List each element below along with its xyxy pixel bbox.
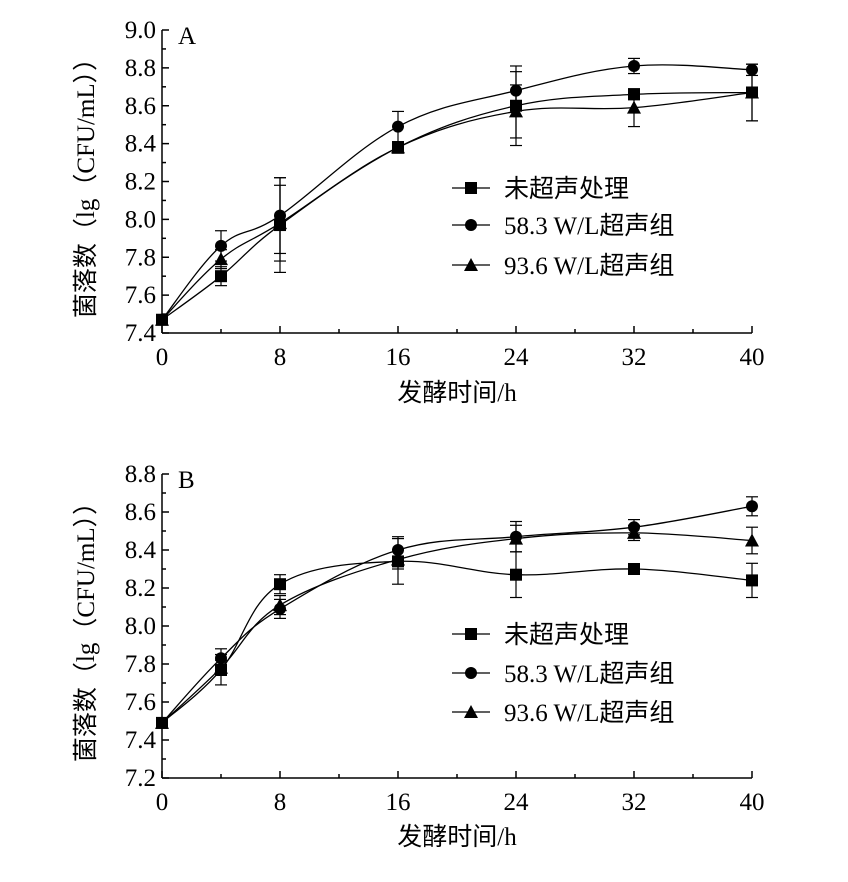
- y-axis-title: 菌落数（lg（CFU/mL））: [72, 490, 100, 762]
- legend-item: 93.6 W/L超声组: [452, 252, 674, 280]
- chart-panel-b: 7.2 7.4 7.6 7.8 8.0 8.2 8.4 8.6 8.8 0 8 16 24 32 40 B 发酵…: [72, 461, 765, 851]
- y-axis-title: 菌落数（lg（CFU/mL））: [72, 46, 100, 318]
- x-tick-label: 40: [740, 344, 765, 371]
- x-tick-label: 16: [386, 789, 411, 816]
- data-point: [745, 533, 759, 547]
- data-point: [273, 598, 287, 612]
- series-line: [161, 91, 753, 321]
- legend-marker: [465, 628, 477, 640]
- y-tick-label: 7.6: [125, 282, 156, 309]
- legend-marker: [464, 705, 478, 718]
- legend-marker: [465, 667, 477, 679]
- x-tick-label: 40: [740, 789, 765, 816]
- y-tick-label: 8.0: [125, 613, 156, 640]
- legend-label: 93.6 W/L超声组: [504, 252, 674, 280]
- data-point: [155, 312, 169, 326]
- data-point: [392, 120, 404, 133]
- series-square: [156, 63, 758, 326]
- x-tick-label: 32: [622, 344, 647, 371]
- data-point: [274, 578, 286, 591]
- data-point: [155, 715, 169, 729]
- legend-marker: [465, 219, 477, 231]
- legend-label: 未超声处理: [504, 621, 629, 649]
- y-tick-label: 7.4: [125, 320, 157, 347]
- series-triangle: [155, 63, 759, 326]
- x-tick-label: 8: [274, 789, 287, 816]
- data-point: [215, 239, 227, 252]
- series-triangle: [155, 524, 759, 729]
- x-tick-label: 32: [622, 789, 647, 816]
- data-point: [746, 500, 758, 513]
- legend-item: 未超声处理: [452, 621, 629, 649]
- legend-label: 58.3 W/L超声组: [504, 212, 674, 240]
- data-point: [509, 531, 523, 545]
- legend-item: 58.3 W/L超声组: [452, 660, 674, 688]
- legend-marker: [465, 182, 477, 194]
- legend-label: 93.6 W/L超声组: [504, 699, 674, 727]
- data-point: [215, 652, 227, 665]
- data-point: [745, 85, 759, 99]
- y-tick-label: 7.4: [125, 727, 157, 754]
- legend-marker: [464, 258, 478, 271]
- legend-item: 93.6 W/L超声组: [452, 699, 674, 727]
- y-tick-label: 8.8: [125, 461, 156, 488]
- y-tick-label: 8.2: [125, 169, 156, 196]
- y-tick-label: 7.2: [125, 765, 156, 792]
- y-tick-label: 7.8: [125, 244, 156, 271]
- y-tick-label: 9.0: [125, 17, 156, 44]
- data-point: [628, 59, 640, 72]
- data-point: [214, 660, 228, 674]
- y-tick-label: 8.0: [125, 206, 156, 233]
- data-point: [510, 568, 522, 581]
- x-tick-label: 16: [386, 344, 411, 371]
- y-tick-label: 8.4: [125, 537, 157, 564]
- series-circle: [156, 496, 758, 729]
- x-tick-label: 24: [504, 344, 530, 371]
- data-point: [627, 525, 641, 539]
- y-tick-label: 8.6: [125, 93, 156, 120]
- series-line: [161, 505, 753, 724]
- y-tick-label: 8.6: [125, 499, 156, 526]
- x-axis-title: 发酵时间/h: [397, 379, 517, 407]
- data-point: [509, 104, 523, 118]
- y-tick-label: 8.8: [125, 55, 156, 82]
- series-line: [161, 532, 753, 724]
- x-tick-label: 0: [156, 344, 169, 371]
- data-point: [391, 140, 405, 154]
- series-line: [161, 91, 753, 321]
- x-axis-title: 发酵时间/h: [397, 823, 517, 851]
- panel-label: B: [178, 467, 195, 494]
- data-point: [214, 252, 228, 266]
- legend-item: 未超声处理: [452, 175, 629, 203]
- data-point: [273, 216, 287, 230]
- data-point: [627, 100, 641, 114]
- y-tick-label: 7.6: [125, 689, 156, 716]
- legend-item: 58.3 W/L超声组: [452, 212, 674, 240]
- x-tick-label: 0: [156, 789, 169, 816]
- data-point: [746, 574, 758, 587]
- legend-label: 未超声处理: [504, 175, 629, 203]
- legend-label: 58.3 W/L超声组: [504, 660, 674, 688]
- series-line: [161, 64, 753, 321]
- data-point: [628, 563, 640, 575]
- series-circle: [156, 57, 758, 326]
- x-tick-label: 8: [274, 344, 287, 371]
- data-point: [215, 270, 227, 283]
- panel-label: A: [178, 23, 196, 50]
- x-tick-label: 24: [504, 789, 530, 816]
- chart-panel-a: 7.4 7.6 7.8 8.0 8.2 8.4 8.6 8.8 9.0 0 8 16 24 32 40 A 发酵…: [72, 17, 765, 407]
- y-tick-label: 8.2: [125, 575, 156, 602]
- data-point: [391, 552, 405, 566]
- series-line: [161, 560, 753, 724]
- y-tick-label: 8.4: [125, 131, 157, 158]
- y-tick-label: 7.8: [125, 651, 156, 678]
